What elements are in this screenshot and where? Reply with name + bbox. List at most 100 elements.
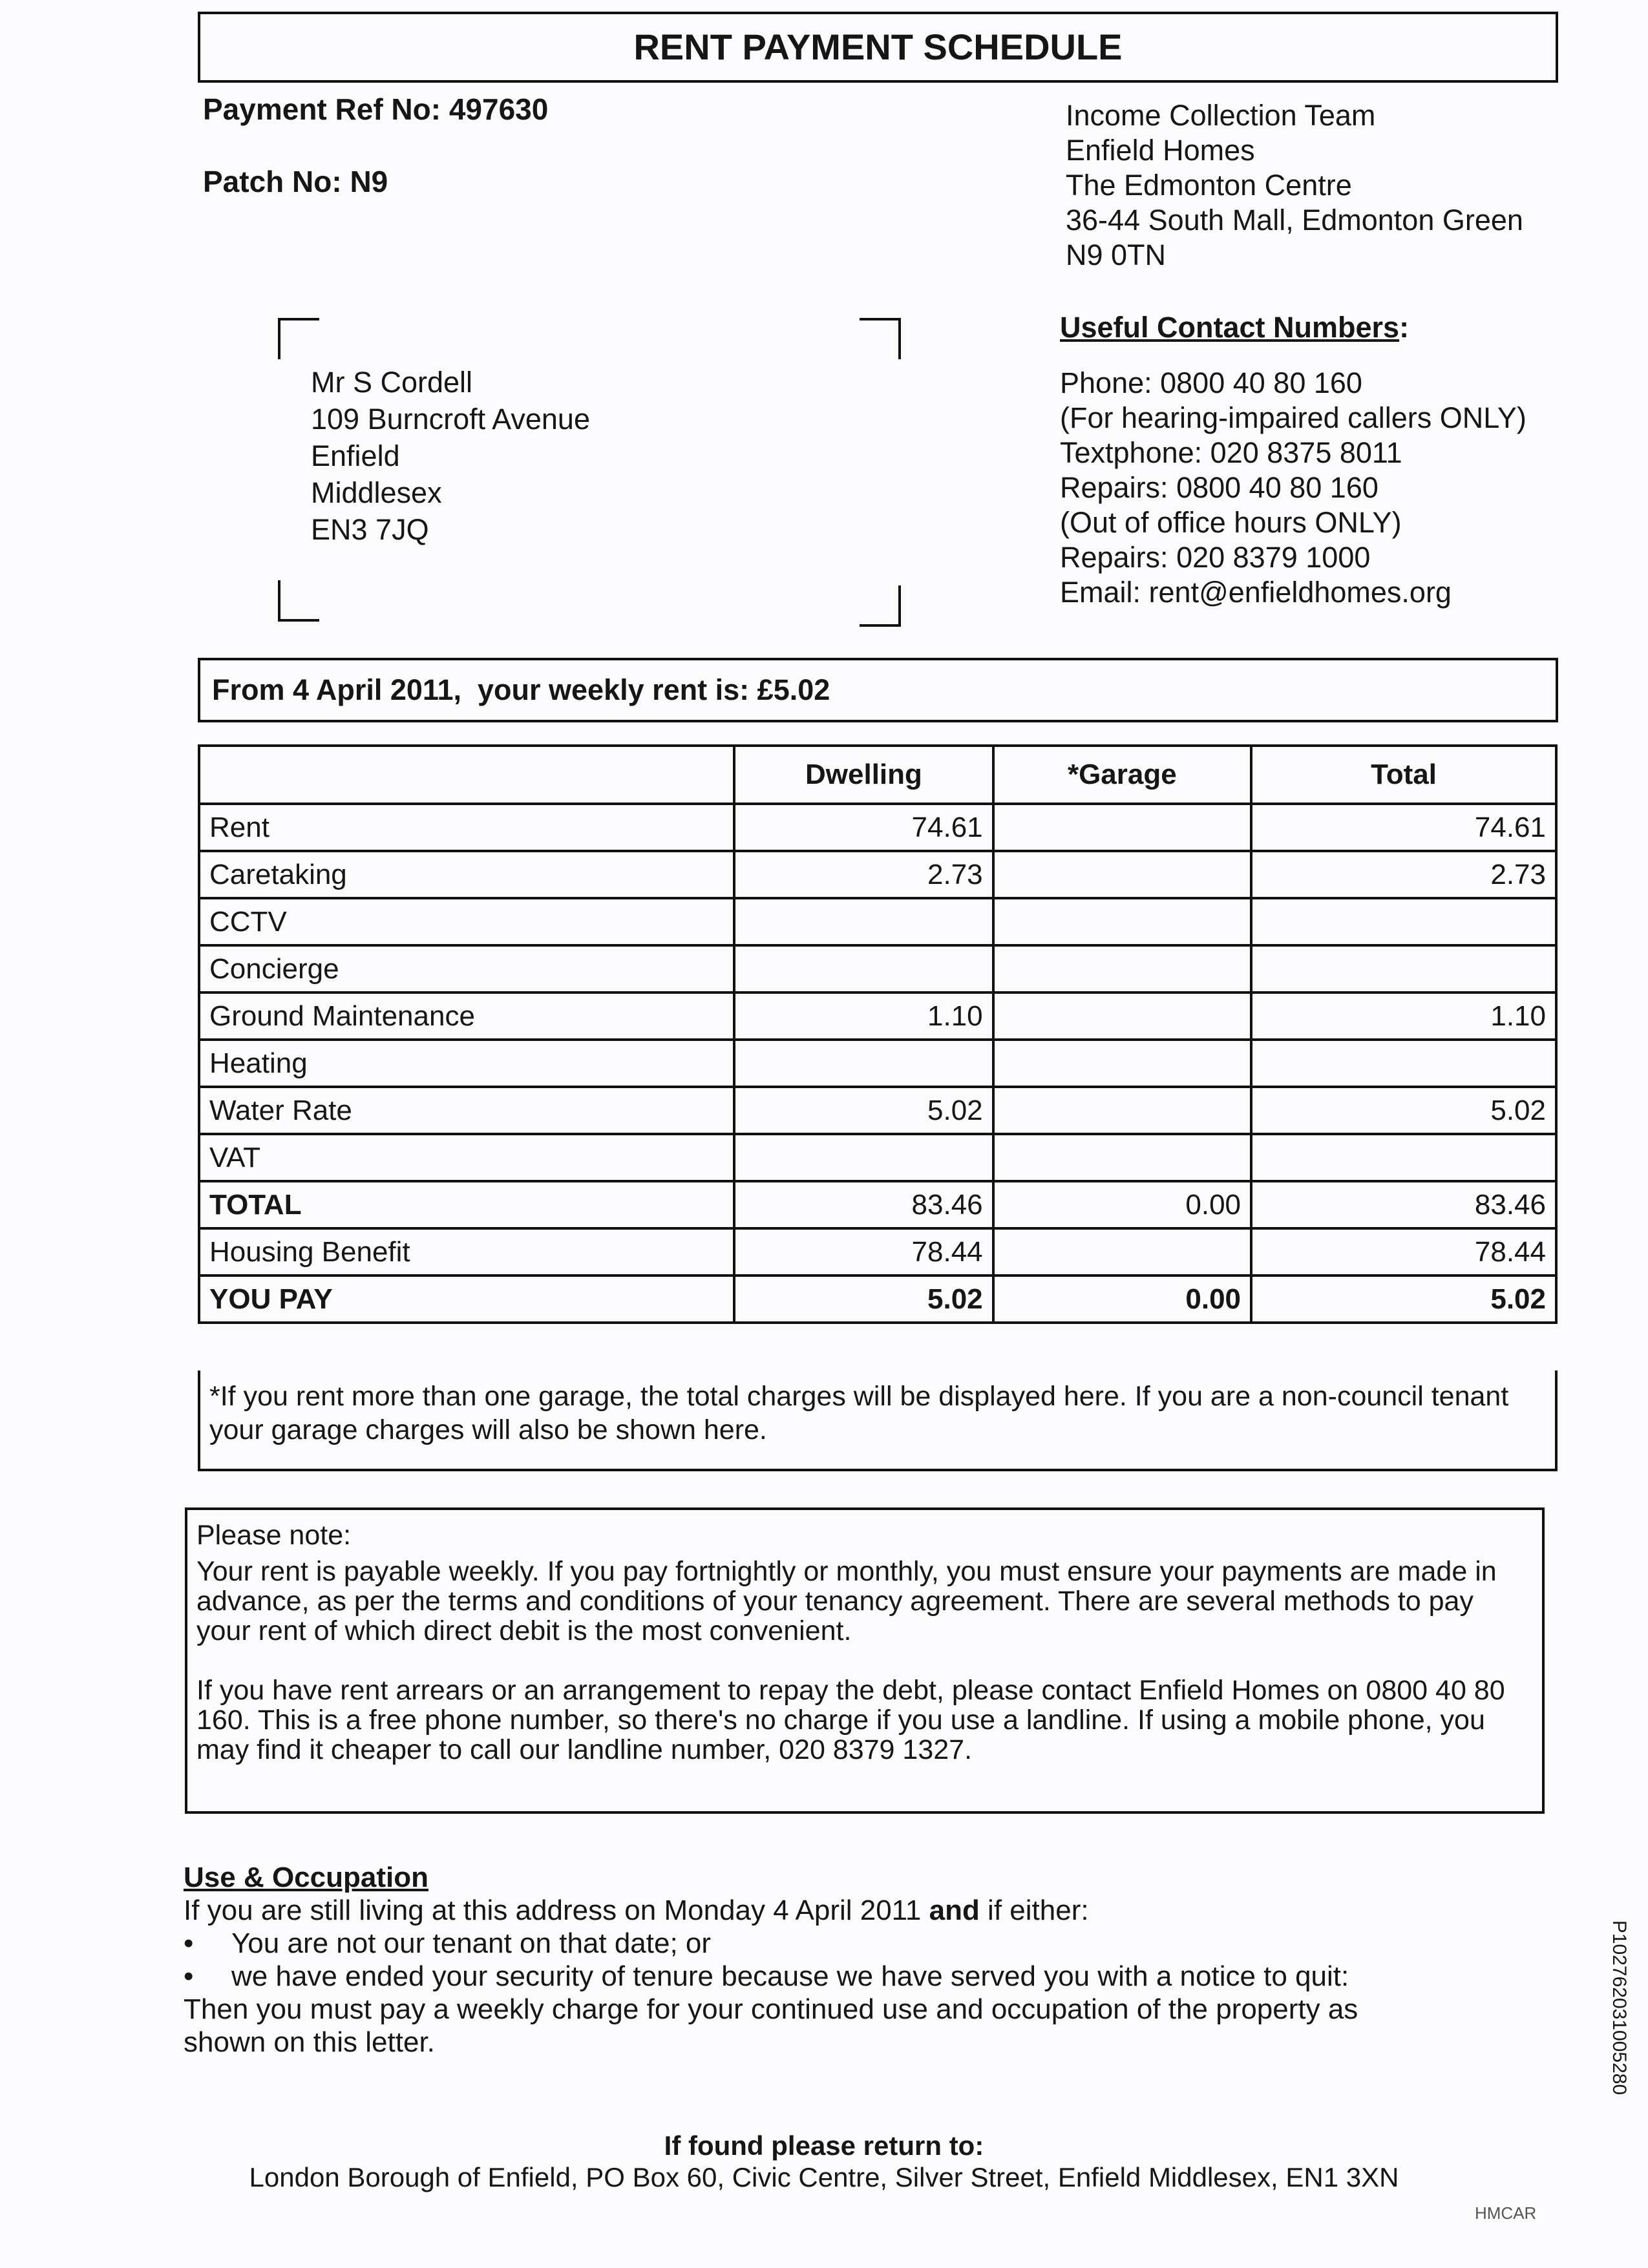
row-label: YOU PAY (197, 1274, 736, 1324)
return-heading: If found please return to: (664, 2130, 984, 2161)
bracket-top-left (278, 318, 319, 359)
cell-value (733, 1038, 995, 1088)
address-line: 36-44 South Mall, Edmonton Green (1066, 204, 1523, 236)
return-address: London Borough of Enfield, PO Box 60, Ci… (249, 2162, 1399, 2192)
address-line: N9 0TN (1066, 238, 1167, 271)
column-header: Dwelling (733, 744, 995, 805)
table-header-row: Dwelling *Garage Total (197, 744, 1558, 805)
address-line: The Edmonton Centre (1066, 169, 1352, 202)
occupation-heading: Use & Occupation (184, 1862, 428, 1893)
row-label: Caretaking (197, 850, 736, 899)
cell-value (991, 897, 1253, 947)
occupation-bullet: • You are not our tenant on that date; or (184, 1927, 712, 1959)
form-code: HMCAR (1475, 2203, 1537, 2223)
row-label: Heating (197, 1038, 736, 1088)
column-header: *Garage (991, 744, 1253, 805)
rent-table: Dwelling *Garage Total Rent 74.61 74.61 Careta… (197, 744, 1558, 1324)
cell-value: 5.02 (733, 1274, 995, 1324)
weekly-rent-text: From 4 April 2011, your weekly rent is: … (212, 673, 830, 706)
address-line: Income Collection Team (1066, 99, 1376, 132)
recipient-address: Mr S Cordell 109 Burncroft Avenue Enfiel… (311, 364, 590, 548)
address-line: Middlesex (311, 476, 442, 509)
occupation-intro: If you are still living at this address … (184, 1895, 1089, 1926)
note-heading: Please note: (196, 1520, 352, 1551)
contact-line: (Out of office hours ONLY) (1060, 506, 1402, 539)
column-header (197, 744, 736, 805)
cell-value (991, 944, 1253, 994)
bracket-top-right (860, 318, 901, 359)
weekly-rent-box: From 4 April 2011, your weekly rent is: … (198, 658, 1558, 722)
cell-value: 5.02 (1250, 1086, 1558, 1135)
cell-value: 5.02 (1250, 1274, 1558, 1324)
bracket-bottom-right (860, 585, 901, 627)
row-label: Concierge (197, 944, 736, 994)
table-row: Heating (197, 1038, 1558, 1088)
contact-line: (For hearing-impaired callers ONLY) (1060, 401, 1527, 434)
contact-line[interactable]: Email: rent@enfieldhomes.org (1060, 576, 1452, 609)
address-line: 109 Burncroft Avenue (311, 403, 590, 436)
cell-value (1250, 944, 1558, 994)
contact-line: Textphone: 020 8375 8011 (1060, 436, 1402, 469)
cell-value (991, 1133, 1253, 1182)
cell-value (991, 1038, 1253, 1088)
table-row: CCTV (197, 897, 1558, 947)
patch-number: Patch No: N9 (203, 165, 388, 198)
cell-value: 78.44 (733, 1227, 995, 1277)
occupation-outro: Then you must pay a weekly charge for yo… (184, 1993, 1358, 2058)
table-row: Water Rate 5.02 5.02 (197, 1086, 1558, 1135)
table-row: Caretaking 2.73 2.73 (197, 850, 1558, 899)
contacts-heading: Useful Contact Numbers: (1060, 311, 1410, 344)
cell-value (991, 991, 1253, 1041)
row-label: Ground Maintenance (197, 991, 736, 1041)
cell-value (733, 944, 995, 994)
table-row: YOU PAY 5.02 0.00 5.02 (197, 1274, 1558, 1324)
sender-address: Income Collection Team Enfield Homes The… (1066, 98, 1523, 273)
cell-value: 1.10 (733, 991, 995, 1041)
footnote-box: *If you rent more than one garage, the t… (198, 1370, 1558, 1471)
row-label: CCTV (197, 897, 736, 947)
contact-line: Repairs: 020 8379 1000 (1060, 541, 1371, 574)
cell-value: 78.44 (1250, 1227, 1558, 1277)
cell-value (991, 850, 1253, 899)
column-header: Total (1250, 744, 1558, 805)
table-row: Concierge (197, 944, 1558, 994)
table-row: VAT (197, 1133, 1558, 1182)
cell-value (1250, 1133, 1558, 1182)
cell-value: 2.73 (1250, 850, 1558, 899)
cell-value: 74.61 (1250, 803, 1558, 852)
note-paragraph: Your rent is payable weekly. If you pay … (196, 1556, 1497, 1646)
cell-value (733, 897, 995, 947)
note-paragraph: If you have rent arrears or an arrangeme… (196, 1675, 1505, 1765)
contact-line: Phone: 0800 40 80 160 (1060, 366, 1362, 399)
address-line: Enfield Homes (1066, 134, 1255, 167)
row-label: TOTAL (197, 1180, 736, 1230)
cell-value: 5.02 (733, 1086, 995, 1135)
please-note-box: Please note: Your rent is payable weekly… (185, 1507, 1545, 1814)
cell-value: 0.00 (991, 1274, 1253, 1324)
garage-footnote: *If you rent more than one garage, the t… (209, 1381, 1509, 1445)
cell-value: 83.46 (733, 1180, 995, 1230)
title-box: RENT PAYMENT SCHEDULE (198, 12, 1558, 83)
side-reference-code: P102762031005280 (1609, 1920, 1630, 2095)
page-title: RENT PAYMENT SCHEDULE (633, 26, 1123, 67)
cell-value (1250, 897, 1558, 947)
table-row: Housing Benefit 78.44 78.44 (197, 1227, 1558, 1277)
row-label: VAT (197, 1133, 736, 1182)
payment-ref: Payment Ref No: 497630 (203, 92, 549, 126)
cell-value (1250, 1038, 1558, 1088)
cell-value (733, 1133, 995, 1182)
cell-value (991, 803, 1253, 852)
contact-numbers: Useful Contact Numbers: Phone: 0800 40 8… (1060, 310, 1527, 610)
occupation-bullet: • we have ended your security of tenure b… (184, 1960, 1349, 1992)
use-occupation: Use & Occupation If you are still living… (184, 1861, 1476, 2059)
cell-value: 2.73 (733, 850, 995, 899)
row-label: Water Rate (197, 1086, 736, 1135)
cell-value: 0.00 (991, 1180, 1253, 1230)
address-line: Enfield (311, 439, 400, 472)
contact-line: Repairs: 0800 40 80 160 (1060, 471, 1379, 504)
cell-value: 74.61 (733, 803, 995, 852)
table-row: TOTAL 83.46 0.00 83.46 (197, 1180, 1558, 1230)
cell-value: 83.46 (1250, 1180, 1558, 1230)
address-line: Mr S Cordell (311, 366, 473, 399)
cell-value (991, 1086, 1253, 1135)
